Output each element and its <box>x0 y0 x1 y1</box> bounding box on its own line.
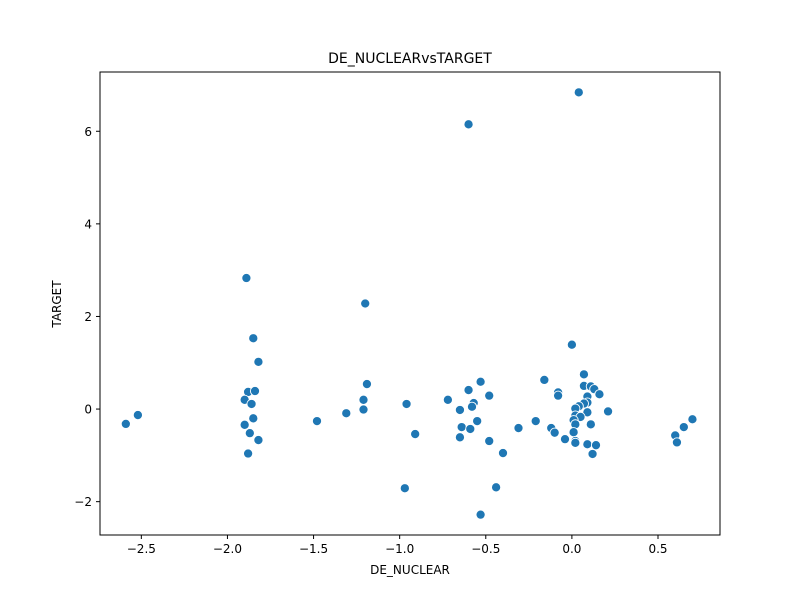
scatter-point <box>410 429 421 440</box>
scatter-point <box>678 422 689 433</box>
scatter-point <box>539 374 550 385</box>
scatter-point <box>582 439 593 450</box>
scatter-point <box>573 87 584 98</box>
x-tick-label: −1.0 <box>385 542 414 556</box>
y-tick-label: 4 <box>84 217 92 231</box>
scatter-point <box>253 356 264 367</box>
x-ticks: −2.5 −2.0 −1.5 −1.0 −0.5 0.0 0.5 <box>127 535 668 556</box>
scatter-point <box>475 509 486 520</box>
plot-area-frame <box>99 71 721 536</box>
scatter-point <box>132 410 143 421</box>
scatter-point <box>553 390 564 401</box>
scatter-point <box>246 398 257 410</box>
scatter-point <box>590 440 602 451</box>
scatter-point <box>484 390 495 401</box>
scatter-point <box>466 401 478 412</box>
scatter-point <box>594 389 605 400</box>
y-tick-label: 6 <box>84 125 92 139</box>
scatter-point <box>491 482 502 493</box>
scatter-point <box>249 385 261 397</box>
scatter-point <box>603 406 614 417</box>
scatter-point <box>463 119 474 130</box>
y-ticks: −2 0 2 4 6 <box>74 125 100 509</box>
scatter-point <box>311 416 323 427</box>
scatter-point <box>454 404 465 416</box>
scatter-point <box>568 427 579 438</box>
scatter-point <box>341 408 352 419</box>
scatter-point <box>671 437 682 448</box>
scatter-point <box>241 272 252 284</box>
scatter-point <box>585 419 596 430</box>
scatter-point <box>530 416 541 427</box>
scatter-point <box>253 435 264 446</box>
scatter-point <box>587 448 598 460</box>
scatter-point <box>484 435 495 447</box>
x-tick-label: 0.0 <box>562 542 581 556</box>
y-tick-label: −2 <box>74 495 92 509</box>
scatter-point <box>454 432 465 443</box>
scatter-point <box>463 385 474 396</box>
scatter-point <box>566 339 577 350</box>
scatter-point <box>582 407 593 418</box>
scatter-point <box>456 422 467 433</box>
x-tick-label: −0.5 <box>471 542 500 556</box>
chart-title: DE_NUCLEARvsTARGET <box>328 51 492 67</box>
scatter-point <box>399 483 410 494</box>
scatter-point <box>578 369 589 380</box>
scatter-point <box>472 416 483 427</box>
x-tick-label: −2.0 <box>213 542 242 556</box>
scatter-point <box>244 428 255 439</box>
scatter-point <box>570 437 581 448</box>
y-tick-label: 2 <box>84 310 92 324</box>
scatter-point <box>248 413 259 424</box>
scatter-point <box>358 404 369 415</box>
x-tick-label: −2.5 <box>127 542 156 556</box>
scatter-point <box>401 398 412 410</box>
y-tick-label: 0 <box>84 403 92 417</box>
scatter-point <box>559 434 571 445</box>
scatter-point <box>360 298 371 309</box>
points-layer <box>120 87 698 520</box>
scatter-point <box>248 333 259 344</box>
scatter-point <box>549 427 560 438</box>
scatter-point <box>358 394 369 405</box>
scatter-point <box>243 448 254 459</box>
scatter-point <box>120 418 131 429</box>
scatter-point <box>497 447 509 459</box>
x-axis-label: DE_NUCLEAR <box>370 563 450 577</box>
x-tick-label: −1.5 <box>299 542 328 556</box>
scatter-point <box>513 422 524 434</box>
scatter-point <box>361 379 372 390</box>
y-axis-label: TARGET <box>50 280 64 329</box>
x-tick-label: 0.5 <box>648 542 667 556</box>
scatter-point <box>239 419 250 430</box>
scatter-point <box>442 394 453 405</box>
scatter-point <box>465 423 476 435</box>
scatter-point <box>475 376 486 387</box>
scatter-point <box>687 414 698 425</box>
